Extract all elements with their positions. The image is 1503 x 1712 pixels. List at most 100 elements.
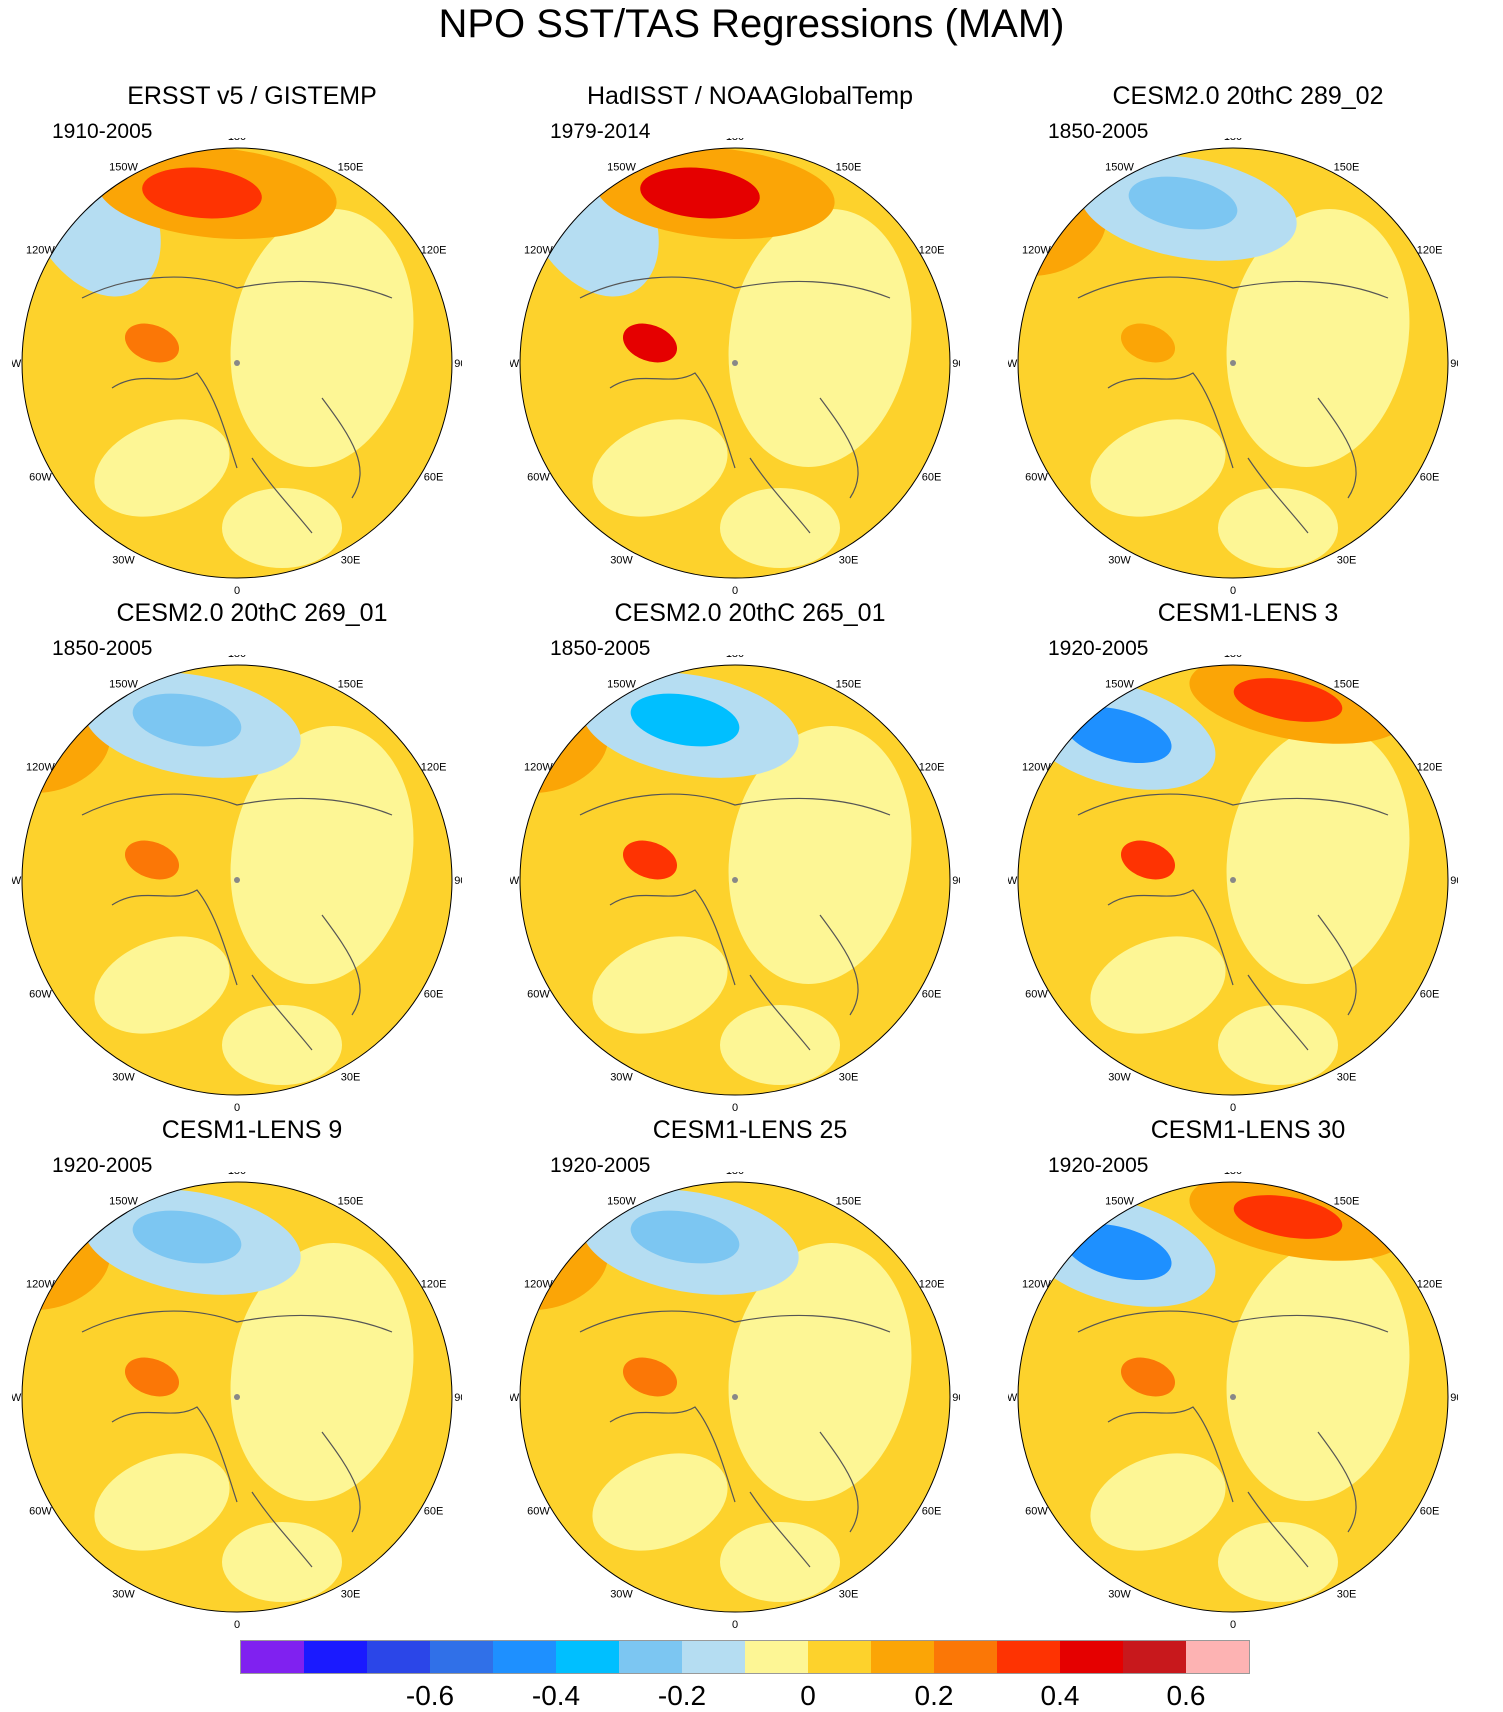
longitude-label: 30W [1108,1072,1131,1084]
longitude-label: 150W [1105,161,1134,173]
coastline [1077,1310,1389,1568]
longitude-label: 120W [524,762,553,774]
longitude-label: 90E [454,1392,462,1404]
polar-map: 180 150E 120E 90E 60E 30E 0 30W 60W 90W 120W 150W [1008,138,1458,597]
pole-marker [732,360,738,366]
colorbar-swatch [1123,1641,1186,1673]
longitude-label: 150W [109,161,138,173]
pole-marker [1230,360,1236,366]
panel-period: 1910-2005 [52,120,153,143]
longitude-label: 120E [421,245,447,257]
panel-title: CESM1-LENS 30 [1150,1116,1346,1144]
longitude-label: 30E [341,1589,361,1601]
colorbar-swatch [871,1641,934,1673]
npac-cool-core [1128,176,1238,230]
colorbar-tick-label: 0.6 [1166,1680,1206,1711]
colorbar-tick-label: -0.2 [657,1680,707,1711]
longitude-label: 150W [1105,678,1134,690]
colorbar-tick-label: -0.4 [531,1680,581,1711]
pole-marker [234,877,240,883]
panel-title: ERSST v5 / GISTEMP [127,82,377,110]
map-boundary [519,147,951,579]
colorbar-swatch [556,1641,619,1673]
longitude-label: 90E [952,875,960,887]
coastline [81,276,393,534]
longitude-label: 120E [919,762,945,774]
longitude-label: 120E [1417,1279,1443,1291]
longitude-label: 30E [341,1072,361,1084]
longitude-label: 150E [836,678,862,690]
npac-cool-core [132,1210,242,1264]
longitude-label: 120W [524,1279,553,1291]
longitude-label: 120E [1417,245,1443,257]
longitude-label: 180 [1224,138,1242,143]
hudson-anomaly [124,1357,180,1397]
longitude-label: 30W [112,555,135,567]
eurasia-cool-patch [728,1243,912,1501]
longitude-label: 120W [26,1279,55,1291]
atlantic-cool-patch [94,419,230,517]
longitude-label: 60W [1025,472,1048,484]
longitude-label: 120W [1022,762,1051,774]
panel-period: 1850-2005 [1048,120,1149,143]
longitude-label: 0 [234,585,240,597]
coastline [81,1310,393,1568]
panel-period: 1979-2014 [550,120,651,143]
npac-cool-core [630,693,740,747]
panel-period: 1850-2005 [52,637,153,660]
panel-title: CESM2.0 20thC 265_01 [614,599,886,627]
map-panel: CESM2.0 20thC 265_01 1850-2005 180 150E 120E… [510,597,990,1114]
panel-period: 1920-2005 [550,1154,651,1177]
npac-cool-core [1064,706,1172,764]
longitude-label: 0 [732,1619,738,1631]
polar-map: 180 150E 120E 90E 60E 30E 0 30W 60W 90W 120W 150W [510,138,960,597]
longitude-label: 90W [1008,1392,1018,1404]
longitude-label: 180 [1224,655,1242,660]
map-panel: ERSST v5 / GISTEMP 1910-2005 180 150E 120E 90… [12,80,492,597]
longitude-label: 120E [919,245,945,257]
npac-cool-core [1064,1223,1172,1281]
longitude-label: 0 [732,585,738,597]
longitude-label: 90E [1450,358,1458,370]
panel-title: CESM2.0 20thC 289_02 [1112,82,1384,110]
europe-cool-patch [720,488,840,568]
npac-warm-core [142,167,262,219]
panel-period: 1920-2005 [1048,1154,1149,1177]
longitude-label: 30W [1108,555,1131,567]
eurasia-cool-patch [728,726,912,984]
eurasia-cool-patch [1226,1243,1410,1501]
colorbar-swatch [934,1641,997,1673]
eurasia-cool-patch [230,726,414,984]
hudson-anomaly [1120,840,1176,880]
coastline [1077,793,1389,1051]
coastline [81,793,393,1051]
longitude-label: 30E [1337,555,1357,567]
longitude-label: 0 [234,1619,240,1631]
eurasia-cool-patch [1226,726,1410,984]
longitude-label: 90W [1008,358,1018,370]
longitude-label: 0 [1230,1619,1236,1631]
panel-period: 1920-2005 [1048,637,1149,660]
coastline [579,276,891,534]
longitude-label: 0 [732,1102,738,1114]
longitude-label: 60E [424,1506,444,1518]
longitude-label: 120W [1022,245,1051,257]
longitude-label: 60E [922,472,942,484]
pole-marker [732,1394,738,1400]
longitude-label: 90E [952,1392,960,1404]
hudson-anomaly [622,840,678,880]
map-panel: CESM1-LENS 9 1920-2005 180 150E 120E 90E 60E 30… [12,1114,492,1631]
map-boundary [519,1181,951,1613]
polar-map: 180 150E 120E 90E 60E 30E 0 30W 60W 90W 120W 150W [12,1172,462,1631]
longitude-label: 60W [29,472,52,484]
atlantic-cool-patch [1090,419,1226,517]
longitude-label: 90E [1450,1392,1458,1404]
map-boundary [1017,664,1449,1096]
longitude-label: 60W [29,1506,52,1518]
hudson-anomaly [622,323,678,363]
hudson-anomaly [124,323,180,363]
colorbar-swatch [682,1641,745,1673]
longitude-label: 120E [421,1279,447,1291]
colorbar-tick-label: -0.6 [405,1680,455,1711]
